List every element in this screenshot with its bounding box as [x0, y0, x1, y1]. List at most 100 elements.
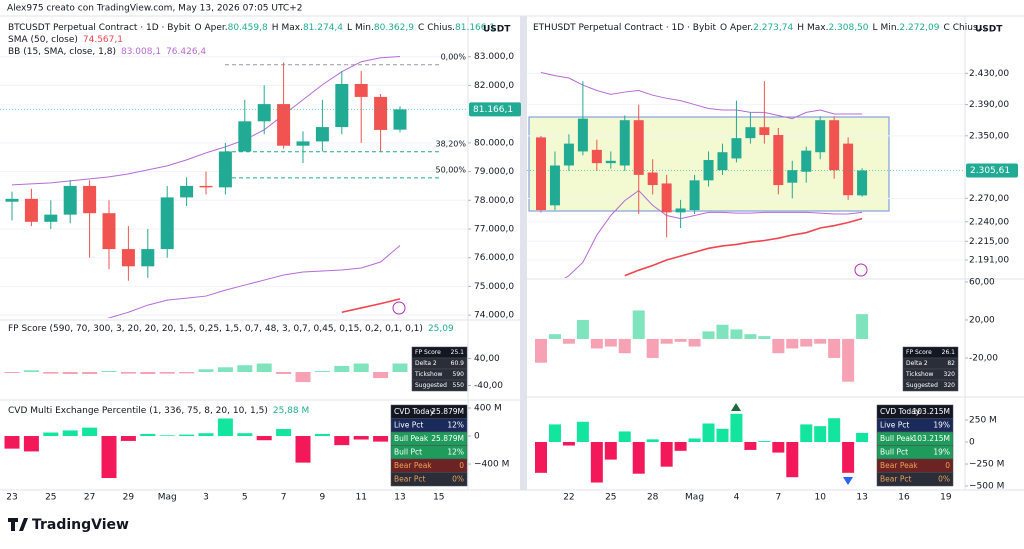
bar — [140, 371, 156, 375]
bar — [576, 421, 589, 443]
candle-body — [121, 249, 135, 267]
candle-body — [5, 198, 19, 202]
plot — [0, 55, 468, 318]
bar — [786, 338, 799, 349]
bar — [646, 439, 659, 443]
bar — [702, 423, 715, 443]
signal-up — [731, 403, 741, 411]
table-text: Tickshow — [414, 371, 443, 378]
bar — [62, 371, 78, 375]
bar — [295, 436, 311, 463]
candle-body — [296, 141, 310, 146]
table-text: CVD Today — [394, 407, 435, 416]
ohlc-legend: ETHUSDT Perpetual Contract · 1D · Bybit O… — [533, 23, 989, 33]
logo: TradingView — [8, 517, 129, 533]
candle-body — [536, 137, 546, 211]
table-text: Live Pct — [880, 420, 909, 429]
bar — [256, 363, 272, 372]
bar — [159, 435, 175, 437]
bar — [23, 370, 39, 372]
ohlc-label: Aper. — [730, 23, 753, 33]
unit-label: USDT — [975, 25, 1003, 35]
candle-body — [787, 170, 798, 183]
bar — [688, 438, 701, 443]
x-tick-label: 7 — [281, 493, 287, 503]
x-tick-label: Mag — [158, 493, 177, 503]
y-tick-label: 250 M — [969, 415, 997, 425]
table-text: Bear Pct — [394, 474, 425, 483]
event-icon — [854, 263, 868, 277]
y-tick-label: 80.000,0 — [474, 138, 514, 148]
table-text: CVD Today — [880, 407, 921, 416]
symbol: ETHUSDT Perpetual Contract · 1D · Bybit — [533, 23, 716, 33]
ohlc-value: 2.272,09 — [899, 23, 939, 33]
candle-body — [335, 83, 349, 128]
indicator-line — [107, 245, 401, 318]
candle-body — [257, 104, 271, 122]
bar — [604, 338, 617, 347]
bar — [842, 442, 855, 473]
bar — [730, 413, 743, 443]
indicator-line — [540, 72, 863, 120]
indicator-legend: SMA (50, close) 74.567,1 — [8, 35, 123, 45]
bar — [101, 370, 117, 372]
table-text: Delta 2 — [906, 360, 928, 367]
bar — [535, 442, 547, 473]
table-text: Tickshow — [905, 371, 934, 378]
logo-text: TradingView — [32, 517, 129, 533]
table-text: 0% — [938, 474, 950, 483]
x-tick-label: 28 — [647, 493, 659, 503]
candle-body — [745, 127, 756, 139]
bar — [856, 432, 869, 443]
bar — [814, 426, 827, 443]
candle-body — [633, 120, 644, 175]
ohlc-label: Max. — [281, 23, 302, 33]
y-tick-label: 2.350,00 — [969, 131, 1009, 141]
indicator-value: 83.008,1 — [121, 47, 161, 57]
ohlc-key: L — [347, 23, 352, 33]
bar — [674, 442, 687, 451]
indicator-value: 25,09 — [428, 324, 454, 334]
x-tick-label: 13 — [394, 493, 405, 503]
table-cell — [390, 472, 468, 487]
x-tick-label: 7 — [775, 493, 781, 503]
bar — [392, 363, 408, 372]
fib-label: 38,20% — [435, 139, 466, 148]
y-tick-label: −250 M — [969, 460, 1004, 470]
ohlc-value: 81.166,1 — [455, 23, 495, 33]
ohlc-value: 2.273,74 — [753, 23, 793, 33]
x-tick-label: 15 — [433, 493, 444, 503]
bar — [758, 336, 771, 339]
table-text: Bull Pct — [880, 447, 908, 456]
x-tick-label: 22 — [563, 493, 574, 503]
bar — [800, 338, 813, 347]
indicator-name: BB (15, SMA, close, 1,8) — [8, 47, 116, 57]
bar — [198, 369, 214, 372]
candle-body — [773, 135, 784, 186]
y-tick-label: 2.270,00 — [969, 194, 1009, 204]
table-text: 320 — [944, 371, 956, 378]
table-text: Bull Peak — [880, 434, 915, 443]
x-tick-label: 29 — [123, 493, 135, 503]
indicator-name: SMA (50, close) — [8, 35, 78, 45]
candle-body — [24, 198, 38, 222]
table-text: 25.879M — [431, 407, 464, 416]
plot — [4, 363, 408, 383]
table-text: FP Score — [415, 349, 441, 356]
indicator-line — [341, 298, 401, 314]
bar — [604, 442, 617, 460]
bar — [576, 319, 589, 339]
ohlc-label: Chius.... — [953, 23, 989, 33]
x-tick-label: 4 — [734, 493, 740, 503]
bar — [758, 441, 771, 443]
bar — [217, 418, 233, 437]
bar — [179, 434, 195, 437]
bar — [716, 428, 729, 443]
y-tick-label: −500 M — [969, 482, 1004, 492]
table-text: 12% — [447, 447, 464, 456]
x-tick-label: 5 — [242, 493, 248, 503]
table-text: Bear Peak — [394, 461, 432, 470]
x-tick-label: 25 — [605, 493, 616, 503]
bar — [674, 338, 687, 342]
